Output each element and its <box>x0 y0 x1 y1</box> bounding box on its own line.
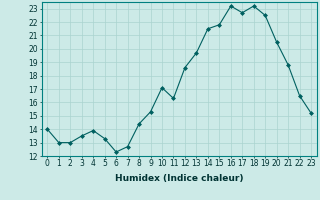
X-axis label: Humidex (Indice chaleur): Humidex (Indice chaleur) <box>115 174 244 183</box>
